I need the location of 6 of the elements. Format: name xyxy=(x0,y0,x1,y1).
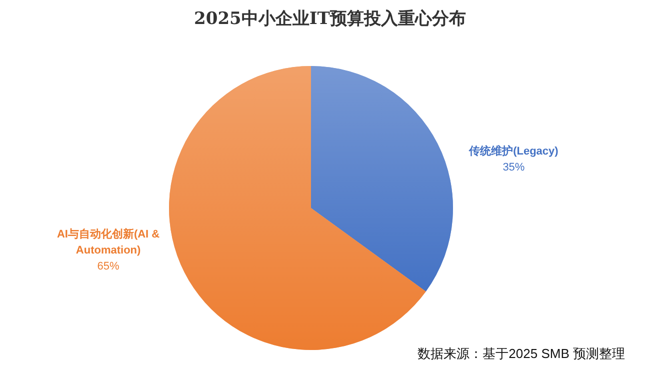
slice-label: 传统维护(Legacy) xyxy=(468,144,559,158)
chart-title: 2025中小企业IT预算投入重心分布 xyxy=(194,9,466,29)
source-note: 数据来源：基于2025 SMB 预测整理 xyxy=(418,346,625,361)
data-label: 65% xyxy=(97,260,120,272)
data-label: 35% xyxy=(502,162,525,174)
slice-label: AI与自动化创新(AI & Automation) xyxy=(56,227,160,256)
